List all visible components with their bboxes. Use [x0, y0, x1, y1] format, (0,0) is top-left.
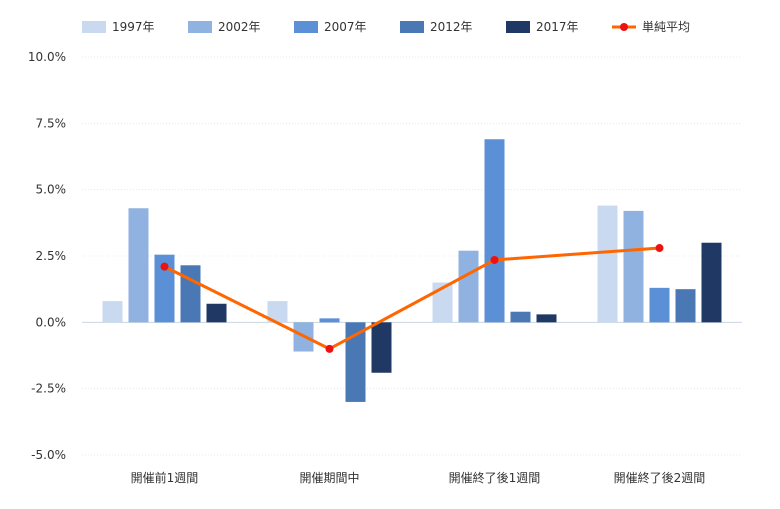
- y-tick-label: 0.0%: [36, 315, 67, 329]
- average-point-開催期間中: [325, 344, 334, 353]
- bar-2012年-開催前1週間: [180, 265, 201, 323]
- average-line: [160, 244, 664, 353]
- bar-1997年-開催終了後2週間: [597, 205, 618, 323]
- y-tick-label: 7.5%: [36, 116, 67, 130]
- legend-swatch: [506, 21, 530, 33]
- bar-2017年-開催期間中: [371, 322, 392, 373]
- y-tick-label: -5.0%: [31, 448, 66, 462]
- legend-label: 2002年: [218, 20, 261, 34]
- bar-2017年-開催終了後1週間: [536, 314, 557, 323]
- y-tick-label: 10.0%: [28, 50, 66, 64]
- bar-2017年-開催終了後2週間: [701, 242, 722, 323]
- bar-1997年-開催前1週間: [102, 301, 123, 323]
- y-tick-label: 5.0%: [36, 183, 67, 197]
- bar-1997年-開催終了後1週間: [432, 282, 453, 323]
- legend-swatch-marker: [620, 23, 628, 31]
- legend-label: 単純平均: [642, 20, 690, 34]
- bars: [102, 139, 722, 402]
- legend-swatch: [400, 21, 424, 33]
- x-category-label: 開催終了後2週間: [614, 470, 706, 485]
- x-category-label: 開催終了後1週間: [449, 470, 541, 485]
- legend-label: 2012年: [430, 20, 473, 34]
- x-category-label: 開催期間中: [299, 470, 359, 485]
- average-point-開催終了後1週間: [490, 255, 499, 264]
- legend: 1997年 2002年 2007年 2012年 2017年 単純平均: [82, 20, 690, 34]
- average-point-開催前1週間: [160, 262, 169, 271]
- average-line-path: [163, 246, 660, 351]
- bar-2007年-開催期間中: [319, 318, 340, 323]
- y-tick-label: 2.5%: [36, 249, 67, 263]
- legend-label: 2007年: [324, 20, 367, 34]
- legend-label: 2017年: [536, 20, 579, 34]
- legend-swatch: [188, 21, 212, 33]
- average-point-開催終了後2週間: [655, 244, 664, 253]
- bar-2012年-開催終了後1週間: [510, 311, 531, 323]
- bar-2012年-開催期間中: [345, 322, 366, 402]
- bar-2007年-開催終了後2週間: [649, 287, 670, 323]
- legend-swatch: [294, 21, 318, 33]
- bar-2002年-開催終了後2週間: [623, 210, 644, 323]
- bar-2002年-開催前1週間: [128, 208, 149, 323]
- y-axis-tick-labels: 10.0% 7.5% 5.0% 2.5% 0.0% -2.5% -5.0%: [28, 50, 66, 462]
- bar-2007年-開催前1週間: [154, 254, 175, 323]
- bar-2012年-開催終了後2週間: [675, 289, 696, 323]
- gridlines: [82, 56, 742, 456]
- legend-swatch: [82, 21, 106, 33]
- bar-1997年-開催期間中: [267, 301, 288, 323]
- y-tick-label: -2.5%: [31, 382, 66, 396]
- bar-2007年-開催終了後1週間: [484, 139, 505, 323]
- bar-2002年-開催終了後1週間: [458, 250, 479, 323]
- legend-label: 1997年: [112, 20, 155, 34]
- x-category-label: 開催前1週間: [131, 470, 199, 485]
- x-axis-category-labels: 開催前1週間 開催期間中 開催終了後1週間 開催終了後2週間: [131, 470, 706, 485]
- bar-2017年-開催前1週間: [206, 303, 227, 323]
